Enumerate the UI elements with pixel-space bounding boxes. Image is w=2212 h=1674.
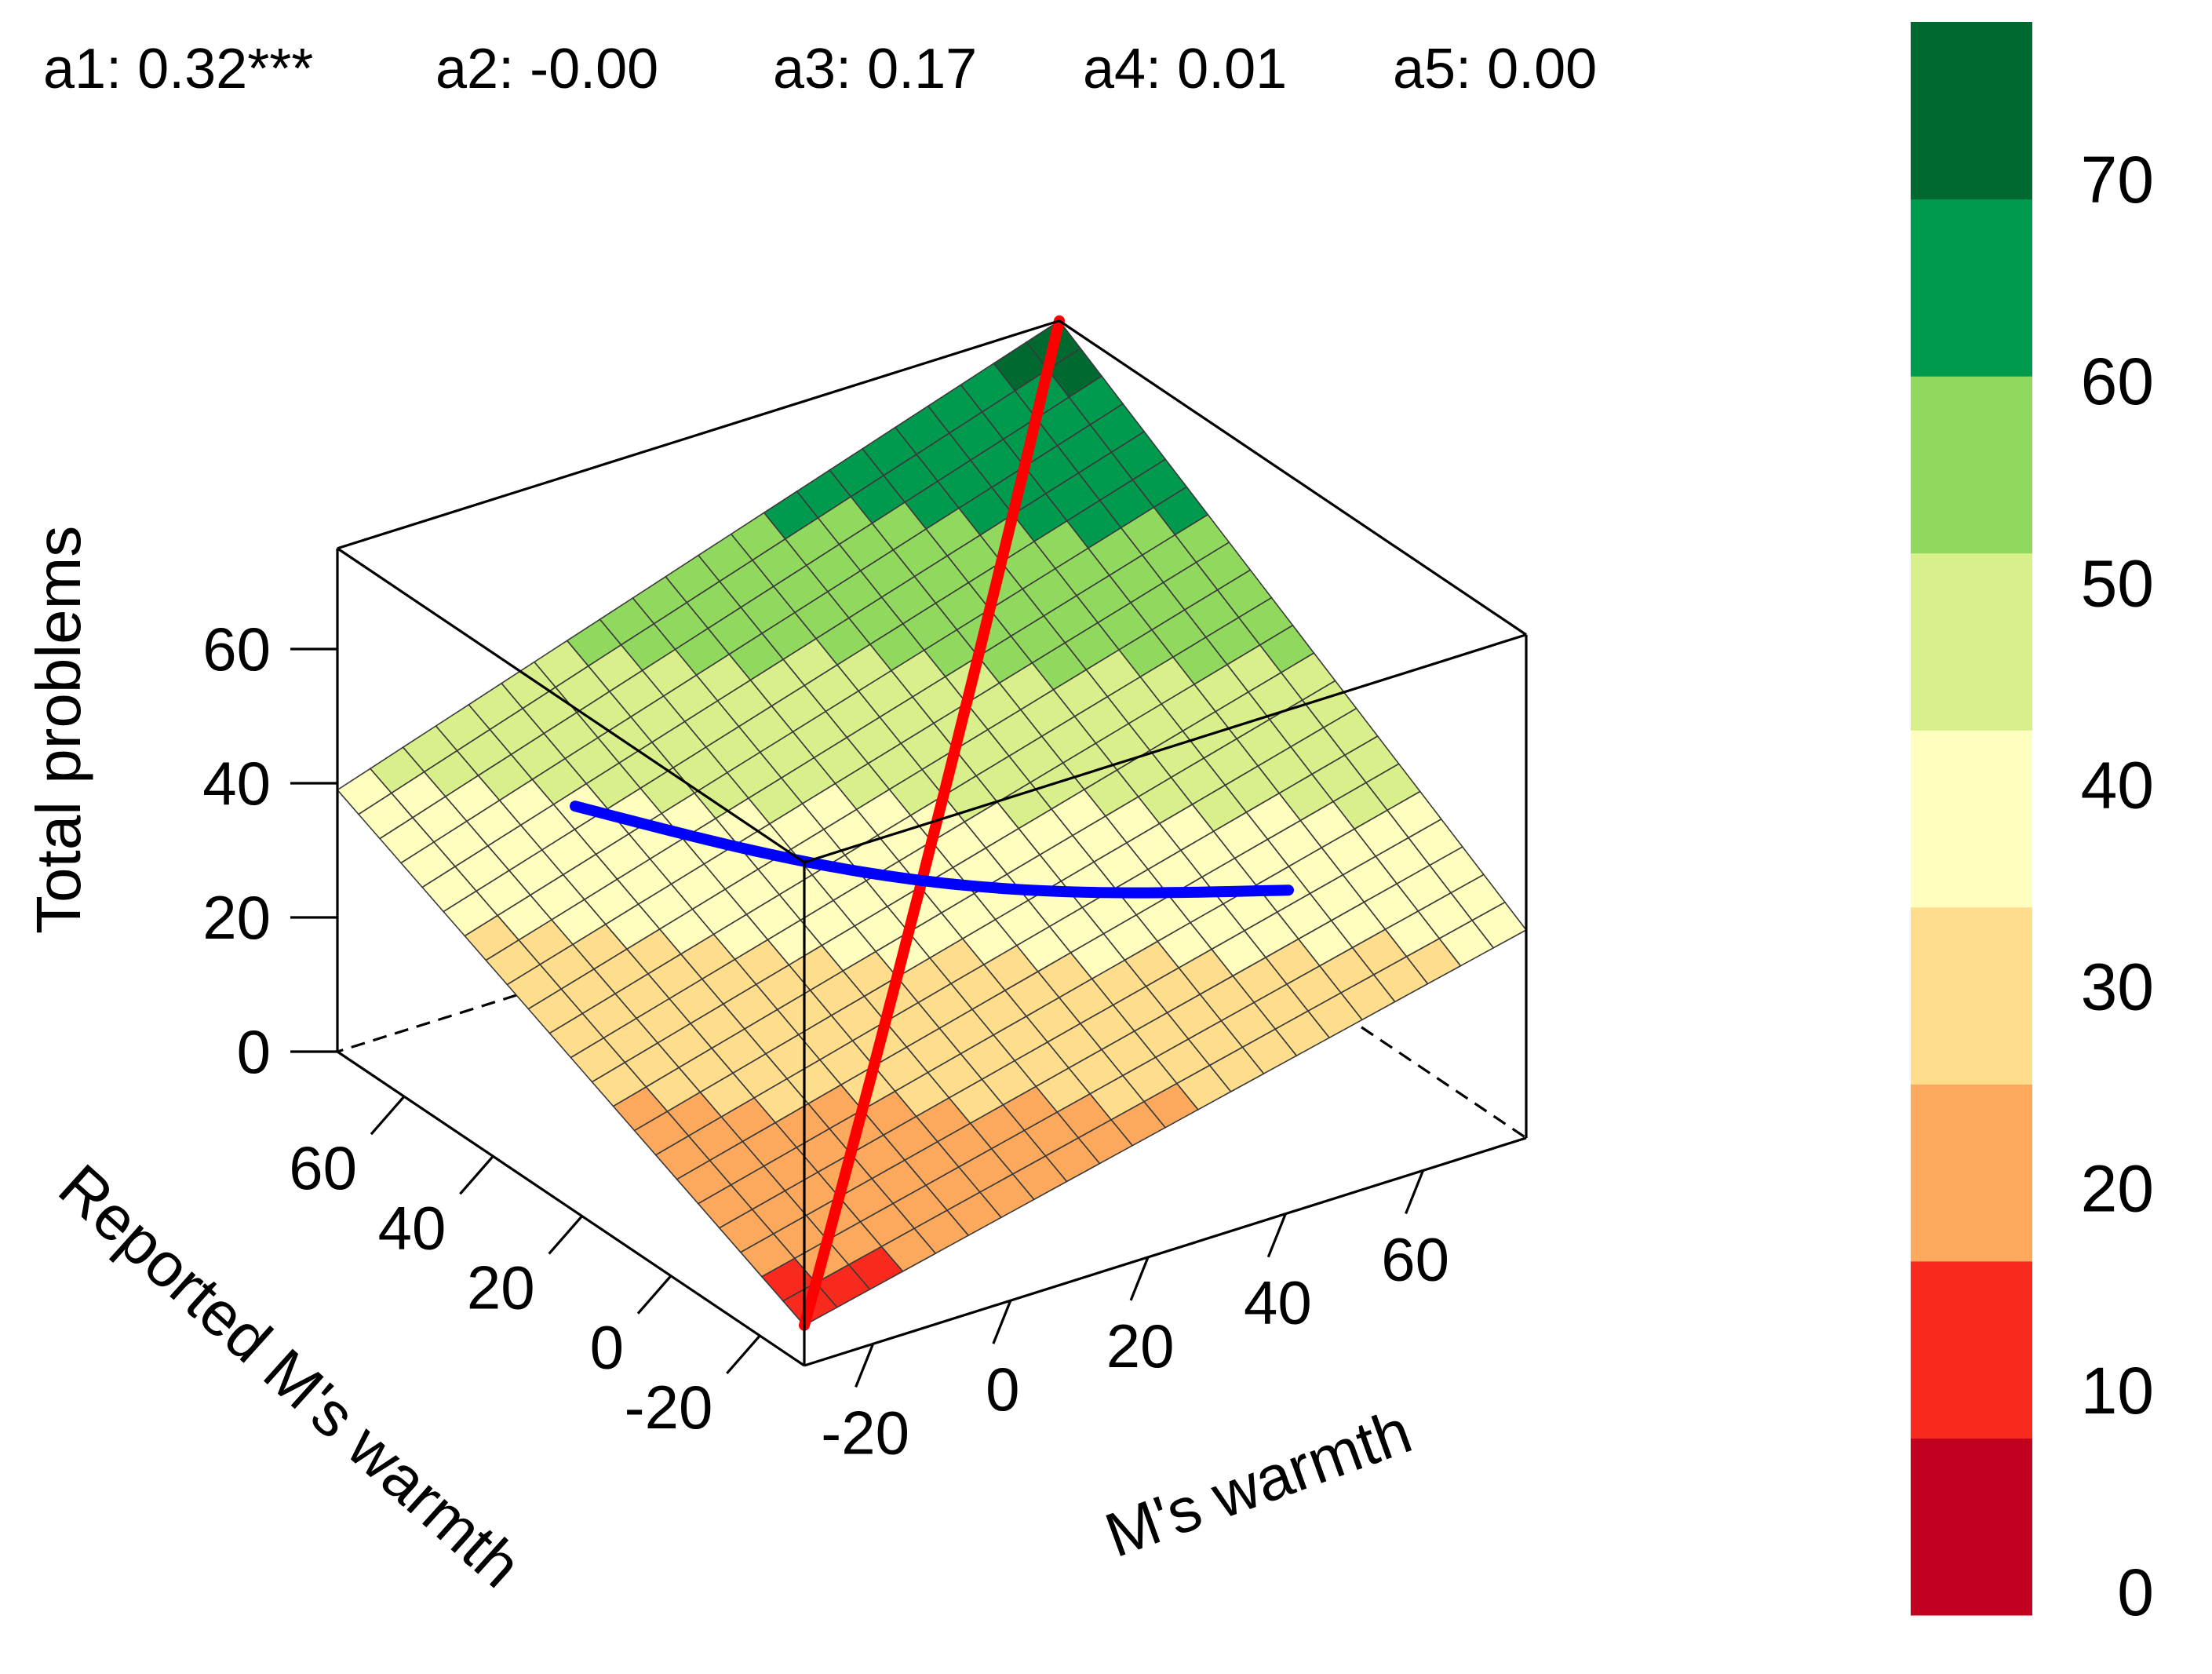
box-edge-front-bottom-right <box>804 1136 1527 1367</box>
x-tick-mark <box>855 1343 875 1388</box>
response-surface <box>336 319 1528 1326</box>
y-axis-title: Reported M's warmth <box>46 1151 535 1600</box>
x-tick-label: 0 <box>986 1355 1019 1424</box>
box-edge-top-front-right <box>804 633 1527 864</box>
x-tick-mark <box>992 1300 1012 1344</box>
x-tick-label: -20 <box>821 1398 909 1467</box>
coef-a3: a3: 0.17 <box>773 38 977 100</box>
surface-lines <box>570 315 1294 1331</box>
box-edge-top-back-left <box>337 319 1060 550</box>
x-tick-mark <box>1129 1256 1150 1301</box>
colorbar-segment <box>1911 553 2032 731</box>
x-tick-label: 60 <box>1381 1224 1449 1293</box>
y-tick-label: 60 <box>289 1133 357 1202</box>
colorbar-tick-label: 60 <box>2081 345 2154 418</box>
x-tick-mark <box>1405 1169 1425 1215</box>
coef-a5: a5: 0.00 <box>1393 38 1597 100</box>
colorbar-tick-label: 20 <box>2081 1152 2154 1226</box>
colorbar-segment <box>1911 1438 2032 1616</box>
colorbar-segment <box>1911 1084 2032 1262</box>
colorbar-tick-label: 70 <box>2081 143 2154 217</box>
colorbar-segment <box>1911 730 2032 908</box>
colorbar: 0 10 20 30 40 50 60 70 <box>1911 22 2154 1629</box>
colorbar-segment <box>1911 1260 2032 1439</box>
y-tick-mark <box>726 1334 761 1374</box>
surface-line-incongruence <box>570 801 1294 899</box>
box-edge-front-bottom-left <box>337 1050 805 1367</box>
y-tick-mark <box>370 1096 406 1136</box>
x-tick-label: 40 <box>1244 1268 1312 1337</box>
z-axis-title: Total problems <box>24 526 93 934</box>
colorbar-tick-label: 50 <box>2081 546 2154 620</box>
z-tick-label: 60 <box>202 615 271 684</box>
box-edge-top-front-left <box>337 547 805 864</box>
y-tick-mark <box>636 1275 672 1315</box>
z-tick-label: 0 <box>237 1017 271 1086</box>
colorbar-segment <box>1911 906 2032 1085</box>
y-tick-mark <box>548 1215 583 1255</box>
colorbar-segment <box>1911 199 2032 377</box>
colorbar-segment <box>1911 376 2032 554</box>
x-tick-label: 20 <box>1106 1311 1175 1380</box>
coef-a4: a4: 0.01 <box>1083 38 1287 100</box>
colorbar-tick-label: 0 <box>2117 1555 2154 1629</box>
colorbar-tick-label: 40 <box>2081 748 2154 822</box>
x-axis-title: M's warmth <box>1096 1395 1419 1570</box>
box-front-edges <box>336 319 1528 1367</box>
y-tick-mark <box>459 1155 494 1195</box>
coef-a2: a2: -0.00 <box>435 38 658 100</box>
x-tick-mark <box>1266 1213 1287 1258</box>
colorbar-tick-label: 30 <box>2081 950 2154 1024</box>
coefficient-row: a1: 0.32*** a2: -0.00 a3: 0.17 a4: 0.01 … <box>43 38 1597 100</box>
coef-a1: a1: 0.32*** <box>43 38 313 100</box>
y-tick-label: 0 <box>590 1313 624 1382</box>
colorbar-segment <box>1911 22 2032 200</box>
box-edge-top-back-right <box>1059 319 1527 636</box>
z-tick-label: 40 <box>202 749 271 818</box>
y-tick-label: 20 <box>467 1253 535 1322</box>
surface-line-congruence <box>799 315 1065 1331</box>
z-tick-label: 20 <box>202 883 271 952</box>
y-tick-label: 40 <box>378 1193 446 1262</box>
y-tick-label: -20 <box>625 1373 713 1442</box>
colorbar-tick-label: 10 <box>2081 1354 2154 1428</box>
